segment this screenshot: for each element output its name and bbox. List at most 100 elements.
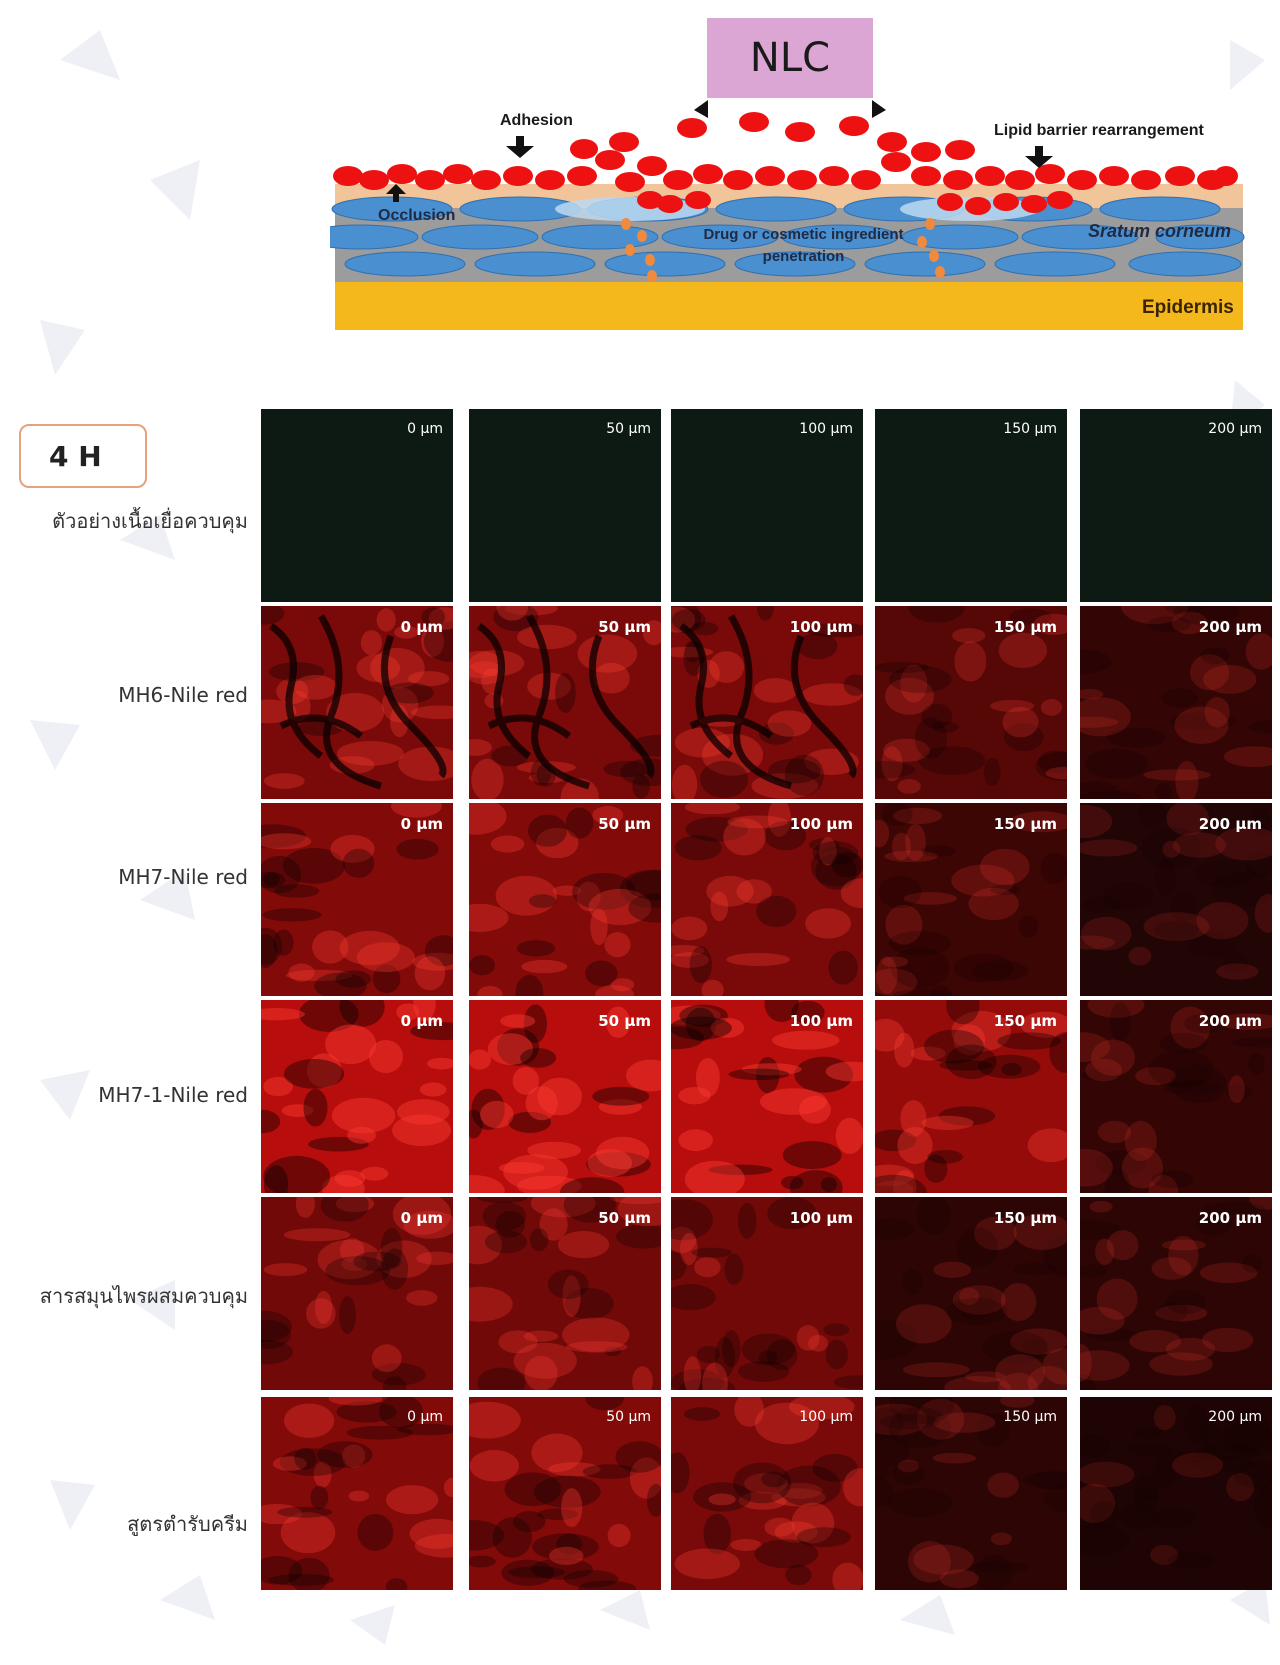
- nlc-skin-diagram: NLC Adhesion Lipid barrier rearrangement…: [330, 14, 1250, 334]
- confocal-image: 50 µm: [469, 606, 661, 799]
- depth-label: 200 µm: [1198, 815, 1262, 833]
- fluorescence-image: [671, 1197, 863, 1390]
- fluorescence-image: [261, 1000, 453, 1193]
- fluorescence-image: [1080, 803, 1272, 996]
- depth-label: 150 µm: [993, 1012, 1057, 1030]
- fluorescence-image: [469, 1000, 661, 1193]
- depth-label: 50 µm: [598, 1012, 651, 1030]
- depth-label: 200 µm: [1198, 618, 1262, 636]
- occlusion-arrow: [386, 184, 406, 202]
- fluorescence-image: [875, 1397, 1067, 1590]
- confocal-image: 100 µm: [671, 1197, 863, 1390]
- depth-label: 150 µm: [1003, 421, 1057, 437]
- depth-label: 100 µm: [789, 815, 853, 833]
- stratum-corneum-label: Sratum corneum: [1088, 221, 1232, 241]
- depth-label: 100 µm: [799, 1409, 853, 1425]
- confocal-image: 150 µm: [875, 409, 1067, 602]
- fluorescence-image: [469, 803, 661, 996]
- depth-label: 0 µm: [400, 815, 443, 833]
- confocal-image: 50 µm: [469, 1000, 661, 1193]
- confocal-image: 50 µm: [469, 803, 661, 996]
- depth-label: 200 µm: [1198, 1012, 1262, 1030]
- confocal-image: 200 µm: [1080, 606, 1272, 799]
- fluorescence-image: [261, 409, 453, 602]
- confocal-image: 200 µm: [1080, 1000, 1272, 1193]
- fluorescence-image: [261, 803, 453, 996]
- fluorescence-image: [875, 1000, 1067, 1193]
- fluorescence-image: [261, 1197, 453, 1390]
- confocal-image: 0 µm: [261, 1000, 453, 1193]
- confocal-image: 150 µm: [875, 1397, 1067, 1590]
- fluorescence-image: [1080, 1197, 1272, 1390]
- fluorescence-image: [1080, 1397, 1272, 1590]
- confocal-image: 150 µm: [875, 1000, 1067, 1193]
- depth-label: 0 µm: [400, 1209, 443, 1227]
- adhesion-label: Adhesion: [500, 112, 573, 129]
- fluorescence-image: [671, 803, 863, 996]
- confocal-image: 0 µm: [261, 1197, 453, 1390]
- depth-label: 150 µm: [993, 815, 1057, 833]
- row-label: สูตรตำรับครีม: [127, 1512, 248, 1536]
- nlc-particles: [333, 112, 1238, 215]
- confocal-image: 50 µm: [469, 409, 661, 602]
- epidermis-label: Epidermis: [1142, 297, 1234, 318]
- depth-label: 50 µm: [598, 815, 651, 833]
- fluorescence-image: [671, 1397, 863, 1590]
- confocal-image: 0 µm: [261, 803, 453, 996]
- confocal-image: 200 µm: [1080, 1397, 1272, 1590]
- depth-label: 50 µm: [598, 1209, 651, 1227]
- depth-label: 100 µm: [799, 421, 853, 437]
- row-label: ตัวอย่างเนื้อเยื่อควบคุม: [52, 509, 248, 533]
- confocal-image: 100 µm: [671, 803, 863, 996]
- fluorescence-image: [469, 1197, 661, 1390]
- confocal-image: 100 µm: [671, 409, 863, 602]
- confocal-image: 0 µm: [261, 409, 453, 602]
- fluorescence-image: [875, 606, 1067, 799]
- adhesion-arrow: [506, 136, 534, 158]
- depth-label: 0 µm: [407, 421, 443, 437]
- fluorescence-image: [671, 1000, 863, 1193]
- depth-label: 0 µm: [407, 1409, 443, 1425]
- fluorescence-image: [875, 1197, 1067, 1390]
- confocal-image: 0 µm: [261, 606, 453, 799]
- drug-droplets: [621, 218, 945, 282]
- fluorescence-image: [1080, 606, 1272, 799]
- lipid-barrier-label: Lipid barrier rearrangement: [994, 122, 1204, 139]
- epidermis-layer: [335, 282, 1243, 330]
- depth-label: 50 µm: [606, 1409, 651, 1425]
- lipid-arrow: [1025, 146, 1053, 168]
- row-label: สารสมุนไพรผสมควบคุม: [39, 1284, 248, 1308]
- confocal-image: 50 µm: [469, 1397, 661, 1590]
- fluorescence-image: [671, 606, 863, 799]
- row-label: MH7-Nile red: [118, 865, 248, 889]
- depth-label: 50 µm: [598, 618, 651, 636]
- confocal-image: 200 µm: [1080, 1197, 1272, 1390]
- depth-label: 150 µm: [1003, 1409, 1057, 1425]
- fluorescence-image: [469, 409, 661, 602]
- confocal-image: 150 µm: [875, 1197, 1067, 1390]
- nlc-label-box: NLC: [707, 18, 873, 98]
- fluorescence-image: [1080, 409, 1272, 602]
- confocal-image: 200 µm: [1080, 409, 1272, 602]
- depth-label: 0 µm: [400, 618, 443, 636]
- nlc-left-arrow: [694, 100, 708, 118]
- confocal-image: 50 µm: [469, 1197, 661, 1390]
- diagram-arrows: [386, 100, 1053, 202]
- fluorescence-image: [1080, 1000, 1272, 1193]
- skin-cross-section: [330, 100, 1245, 330]
- depth-label: 150 µm: [993, 1209, 1057, 1227]
- confocal-image: 100 µm: [671, 1397, 863, 1590]
- row-label: MH7-1-Nile red: [98, 1083, 248, 1107]
- confocal-image: 150 µm: [875, 606, 1067, 799]
- fluorescence-image: [261, 606, 453, 799]
- fluorescence-image: [875, 803, 1067, 996]
- fluorescence-image: [261, 1397, 453, 1590]
- penetration-label: Drug or cosmetic ingredient penetration: [703, 226, 904, 265]
- confocal-image: 0 µm: [261, 1397, 453, 1590]
- depth-label: 200 µm: [1198, 1209, 1262, 1227]
- depth-label: 100 µm: [789, 618, 853, 636]
- depth-label: 0 µm: [400, 1012, 443, 1030]
- occlusion-label: Occlusion: [378, 207, 456, 224]
- confocal-image: 200 µm: [1080, 803, 1272, 996]
- fluorescence-image: [875, 409, 1067, 602]
